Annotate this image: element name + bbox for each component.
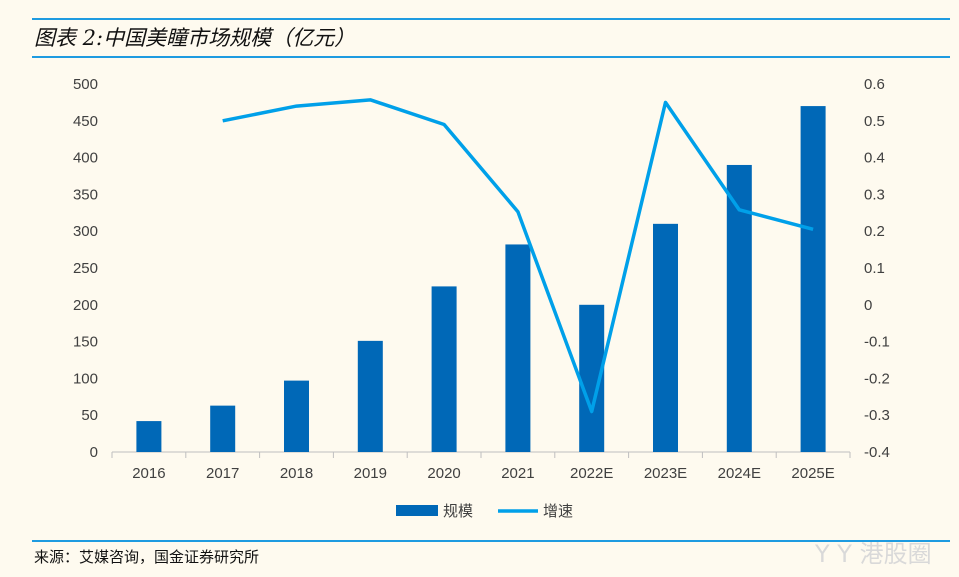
left-tick-label: 500 bbox=[73, 76, 98, 93]
legend-line-label: 增速 bbox=[543, 503, 573, 520]
left-tick-label: 50 bbox=[81, 407, 98, 424]
source-note: 来源：艾媒咨询，国金证券研究所 bbox=[34, 548, 260, 566]
chart-title: 图表 2:中国美瞳市场规模（亿元） bbox=[34, 26, 356, 50]
x-tick-label: 2023E bbox=[644, 465, 687, 482]
bar bbox=[800, 106, 826, 452]
right-tick-label: 0 bbox=[864, 297, 872, 314]
left-tick-label: 150 bbox=[73, 334, 98, 351]
legend-bar-swatch bbox=[396, 505, 438, 516]
legend-bar-label: 规模 bbox=[443, 503, 473, 520]
right-tick-label: -0.2 bbox=[864, 370, 890, 387]
title-rule bbox=[32, 56, 950, 58]
left-tick-label: 250 bbox=[73, 260, 98, 277]
bar bbox=[210, 405, 236, 452]
top-rule bbox=[32, 18, 950, 20]
x-tick-label: 2024E bbox=[718, 465, 761, 482]
left-tick-label: 400 bbox=[73, 150, 98, 167]
x-tick-label: 2017 bbox=[206, 465, 239, 482]
bar bbox=[136, 421, 162, 452]
bar bbox=[357, 340, 383, 452]
right-tick-label: 0.3 bbox=[864, 186, 885, 203]
x-tick-label: 2020 bbox=[427, 465, 460, 482]
right-tick-label: -0.3 bbox=[864, 407, 890, 424]
right-tick-label: 0.4 bbox=[864, 150, 885, 167]
left-tick-label: 450 bbox=[73, 113, 98, 130]
growth-line bbox=[222, 98, 814, 414]
right-tick-label: -0.4 bbox=[864, 444, 890, 461]
bar bbox=[284, 380, 309, 452]
left-tick-label: 0 bbox=[90, 444, 98, 461]
bar bbox=[431, 286, 457, 452]
bottom-rule bbox=[32, 540, 950, 542]
x-tick-label: 2025E bbox=[791, 465, 834, 482]
x-tick-label: 2018 bbox=[280, 465, 313, 482]
watermark-logo: Y Y 港股圈 bbox=[815, 540, 932, 568]
bar bbox=[505, 244, 531, 452]
x-tick-label: 2021 bbox=[501, 465, 534, 482]
left-tick-label: 100 bbox=[73, 370, 98, 387]
left-tick-label: 200 bbox=[73, 297, 98, 314]
right-tick-label: 0.5 bbox=[864, 113, 885, 130]
x-tick-label: 2019 bbox=[354, 465, 387, 482]
left-tick-label: 300 bbox=[73, 223, 98, 240]
right-tick-label: -0.1 bbox=[864, 334, 890, 351]
right-tick-label: 0.1 bbox=[864, 260, 885, 277]
bar bbox=[653, 223, 678, 452]
x-tick-label: 2022E bbox=[570, 465, 613, 482]
right-tick-label: 0.2 bbox=[864, 223, 885, 240]
left-tick-label: 350 bbox=[73, 186, 98, 203]
x-tick-label: 2016 bbox=[132, 465, 165, 482]
right-tick-label: 0.6 bbox=[864, 76, 885, 93]
